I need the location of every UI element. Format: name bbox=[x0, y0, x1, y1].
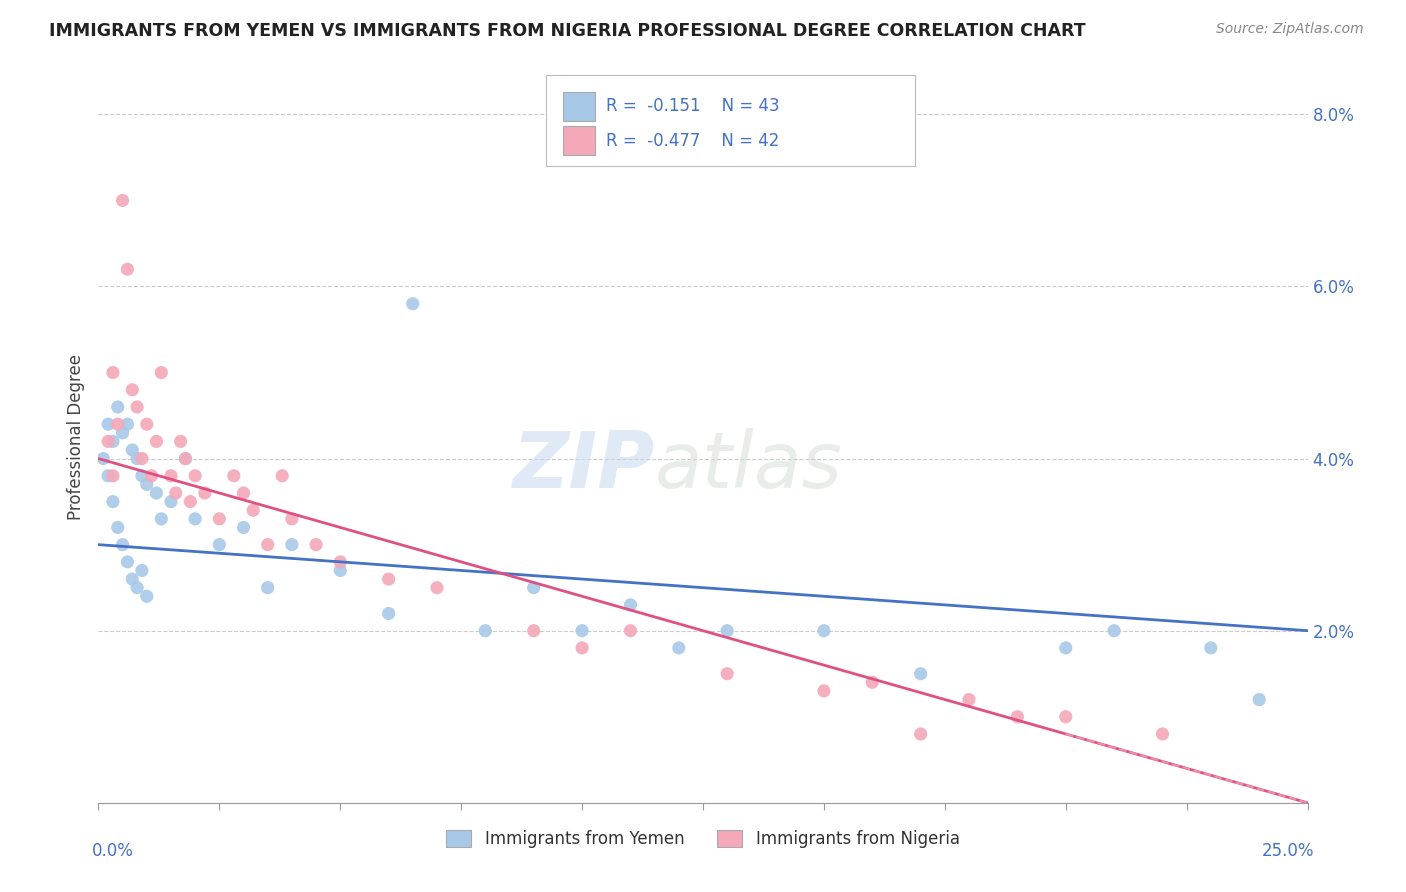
Point bbox=[910, 666, 932, 681]
Point bbox=[121, 383, 143, 397]
Point bbox=[1054, 640, 1077, 655]
Point bbox=[474, 624, 496, 638]
Point bbox=[107, 400, 129, 414]
FancyBboxPatch shape bbox=[562, 92, 595, 121]
Point bbox=[1249, 692, 1271, 706]
Text: Source: ZipAtlas.com: Source: ZipAtlas.com bbox=[1216, 22, 1364, 37]
Text: IMMIGRANTS FROM YEMEN VS IMMIGRANTS FROM NIGERIA PROFESSIONAL DEGREE CORRELATION: IMMIGRANTS FROM YEMEN VS IMMIGRANTS FROM… bbox=[49, 22, 1085, 40]
Point bbox=[101, 494, 124, 508]
Point bbox=[1054, 710, 1077, 724]
Point bbox=[179, 494, 201, 508]
Point bbox=[121, 572, 143, 586]
Point bbox=[111, 538, 134, 552]
Point bbox=[101, 434, 124, 449]
Point bbox=[141, 468, 163, 483]
Point bbox=[117, 262, 139, 277]
Point bbox=[131, 451, 153, 466]
Point bbox=[174, 451, 197, 466]
Point bbox=[160, 468, 183, 483]
Point bbox=[184, 512, 207, 526]
Point bbox=[97, 417, 120, 432]
Point bbox=[145, 434, 167, 449]
Point bbox=[208, 512, 231, 526]
Point bbox=[329, 564, 352, 578]
Point bbox=[619, 624, 641, 638]
Point bbox=[117, 417, 139, 432]
Point bbox=[571, 640, 593, 655]
Point bbox=[402, 296, 425, 310]
Point bbox=[716, 666, 738, 681]
Point bbox=[97, 468, 120, 483]
Text: R =  -0.151    N = 43: R = -0.151 N = 43 bbox=[606, 97, 780, 115]
Point bbox=[127, 451, 149, 466]
Point bbox=[127, 581, 149, 595]
Point bbox=[145, 486, 167, 500]
Point bbox=[184, 468, 207, 483]
Text: atlas: atlas bbox=[655, 428, 842, 504]
Point bbox=[1199, 640, 1222, 655]
Point bbox=[121, 442, 143, 457]
FancyBboxPatch shape bbox=[562, 126, 595, 155]
Point bbox=[111, 425, 134, 440]
Point bbox=[281, 538, 304, 552]
Y-axis label: Professional Degree: Professional Degree bbox=[66, 354, 84, 520]
Point bbox=[91, 451, 114, 466]
Point bbox=[165, 486, 187, 500]
Point bbox=[1152, 727, 1174, 741]
Point bbox=[107, 417, 129, 432]
Point bbox=[131, 468, 153, 483]
Point bbox=[813, 624, 835, 638]
Point bbox=[242, 503, 264, 517]
Point bbox=[523, 581, 546, 595]
Point bbox=[232, 486, 254, 500]
Point bbox=[910, 727, 932, 741]
Point bbox=[426, 581, 449, 595]
Point bbox=[232, 520, 254, 534]
Point bbox=[329, 555, 352, 569]
Point bbox=[1007, 710, 1029, 724]
Point bbox=[135, 417, 157, 432]
Text: ZIP: ZIP bbox=[512, 428, 655, 504]
Point bbox=[97, 434, 120, 449]
FancyBboxPatch shape bbox=[546, 75, 915, 167]
Point bbox=[281, 512, 304, 526]
Point bbox=[222, 468, 245, 483]
Point bbox=[135, 589, 157, 603]
Point bbox=[208, 538, 231, 552]
Point bbox=[174, 451, 197, 466]
Point bbox=[271, 468, 294, 483]
Text: R =  -0.477    N = 42: R = -0.477 N = 42 bbox=[606, 132, 780, 150]
Point bbox=[107, 520, 129, 534]
Point bbox=[523, 624, 546, 638]
Point bbox=[571, 624, 593, 638]
Point bbox=[957, 692, 980, 706]
Point bbox=[716, 624, 738, 638]
Point bbox=[150, 512, 173, 526]
Point bbox=[160, 494, 183, 508]
Point bbox=[169, 434, 191, 449]
Point bbox=[117, 555, 139, 569]
Point bbox=[305, 538, 328, 552]
Point bbox=[860, 675, 883, 690]
Point bbox=[194, 486, 217, 500]
Point bbox=[127, 400, 149, 414]
Point bbox=[150, 366, 173, 380]
Point bbox=[377, 572, 399, 586]
Point bbox=[111, 194, 134, 208]
Legend: Immigrants from Yemen, Immigrants from Nigeria: Immigrants from Yemen, Immigrants from N… bbox=[437, 822, 969, 856]
Point bbox=[101, 468, 124, 483]
Point bbox=[619, 598, 641, 612]
Point bbox=[813, 684, 835, 698]
Point bbox=[377, 607, 399, 621]
Point bbox=[135, 477, 157, 491]
Point bbox=[256, 538, 278, 552]
Text: 25.0%: 25.0% bbox=[1263, 842, 1315, 860]
Point bbox=[668, 640, 690, 655]
Text: 0.0%: 0.0% bbox=[91, 842, 134, 860]
Point bbox=[131, 564, 153, 578]
Point bbox=[1102, 624, 1125, 638]
Point bbox=[101, 366, 124, 380]
Point bbox=[256, 581, 278, 595]
